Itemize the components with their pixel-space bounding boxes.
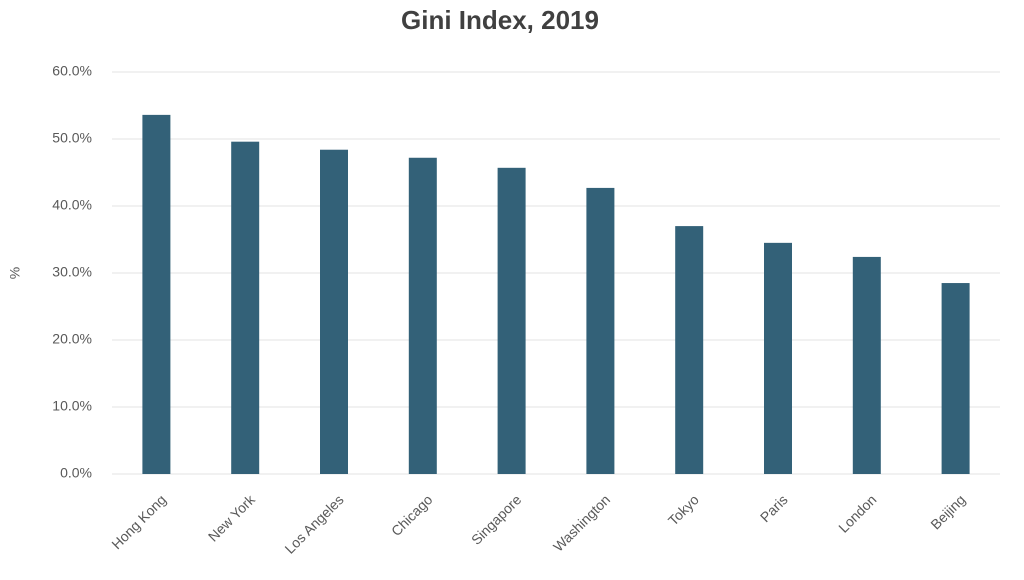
y-tick-label: 30.0%	[52, 264, 92, 280]
x-tick-label: Singapore	[468, 491, 525, 548]
x-tick-label: Chicago	[388, 491, 436, 539]
x-tick-label: Paris	[757, 491, 791, 525]
bar	[231, 141, 260, 474]
y-axis-label: %	[7, 267, 23, 279]
x-tick-label: London	[835, 491, 879, 535]
y-tick-label: 20.0%	[52, 331, 92, 347]
bar	[497, 167, 526, 474]
bar	[142, 114, 171, 474]
bar	[586, 187, 615, 474]
x-tick-label: New York	[205, 491, 259, 545]
y-tick-label: 50.0%	[52, 130, 92, 146]
bar	[764, 242, 792, 474]
bar	[675, 226, 704, 474]
x-tick-label: Tokyo	[665, 491, 702, 528]
y-tick-label: 60.0%	[52, 63, 92, 79]
chart-title: Gini Index, 2019	[401, 5, 599, 35]
y-tick-label: 40.0%	[52, 197, 92, 213]
y-tick-label: 0.0%	[60, 465, 92, 481]
x-tick-label: Los Angeles	[281, 491, 346, 556]
bar	[320, 149, 348, 474]
bar	[408, 157, 437, 474]
bar	[852, 256, 881, 474]
x-tick-label: Washington	[550, 491, 613, 554]
x-tick-label: Hong Kong	[108, 491, 169, 552]
x-tick-label: Beijing	[927, 491, 968, 532]
bar	[941, 283, 970, 474]
y-tick-label: 10.0%	[52, 398, 92, 414]
